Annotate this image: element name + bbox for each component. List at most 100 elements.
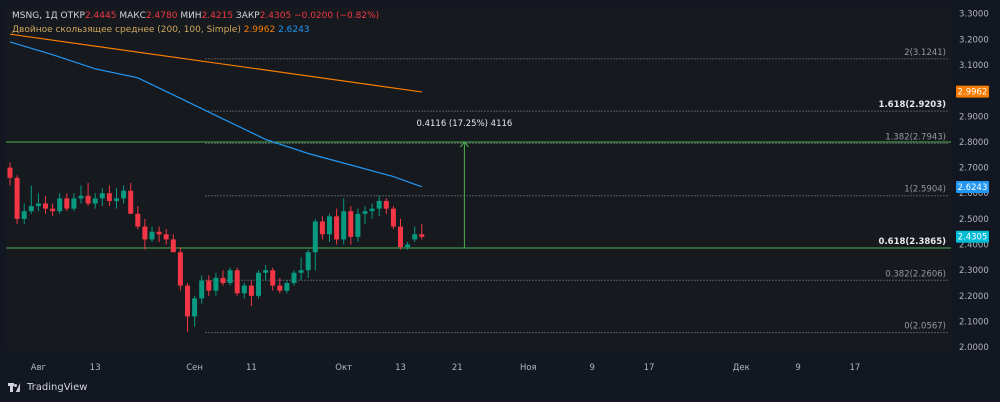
x-tick-label: Окт (335, 363, 352, 373)
low-key: МИН (180, 11, 202, 21)
close-key: ЗАКР (235, 11, 260, 21)
candle-body (21, 211, 27, 219)
y-tick-label: 2.3000 (959, 266, 989, 276)
y-tick-label: 2.0000 (959, 343, 989, 353)
candle-body (241, 285, 247, 294)
candle-body (106, 193, 112, 201)
candle-body (341, 211, 347, 240)
candle-body (199, 280, 205, 299)
candle-body (177, 252, 183, 286)
fib-level-label: 1.618(2.9203) (879, 100, 947, 110)
x-tick-label: 17 (849, 363, 860, 373)
candle-body (305, 252, 311, 271)
candle-body (43, 203, 48, 209)
candle-body (57, 198, 63, 212)
candle-body (220, 277, 226, 284)
y-tick-label: 2.1000 (959, 318, 989, 328)
tradingview-logo[interactable]: TradingView (8, 382, 87, 393)
candle-body (369, 208, 375, 212)
symbol-label[interactable]: MSNG, 1Д (12, 11, 58, 21)
ma200-value: 2.9962 (243, 25, 276, 35)
y-tick-label: 2.7000 (959, 164, 989, 174)
candle-body (248, 285, 254, 296)
candle-body (92, 198, 98, 204)
candle-body (35, 203, 41, 207)
y-tick-label: 3.2000 (959, 35, 989, 45)
x-tick-label: 21 (452, 363, 463, 373)
candle-body (362, 211, 368, 214)
y-tick-label: 2.5000 (959, 215, 989, 225)
y-tick-label: 2.6000 (959, 189, 989, 199)
candle-body (128, 190, 134, 214)
price-badge (956, 181, 989, 194)
ma-indicator-name[interactable]: Двойное скользящее среднее (200, 100, Si… (12, 25, 241, 35)
candle-body (234, 270, 240, 294)
measure-arrowhead (460, 141, 469, 148)
measure-label: 0.4116 (17.25%) 4116 (416, 119, 512, 129)
price-badge (956, 230, 989, 243)
candle-body (348, 211, 354, 237)
candle-body (398, 226, 403, 248)
price-badge (956, 85, 989, 98)
close-value: 2.4305 (259, 11, 292, 21)
candle-body (192, 298, 198, 317)
price-badge-label: 2.6243 (958, 183, 988, 193)
ohlc-legend[interactable]: MSNG, 1Д ОТКР2.4445 МАКС2.4780 МИН2.4215… (12, 11, 379, 21)
candle-body (28, 206, 34, 212)
y-tick-label: 3.3000 (959, 10, 989, 20)
y-tick-label: 2.4000 (959, 241, 989, 251)
x-tick-label: 17 (644, 363, 655, 373)
y-tick-label: 2.8000 (959, 138, 989, 148)
plot-area[interactable] (6, 6, 951, 351)
candle-body (277, 285, 283, 291)
fib-level-label: 1.382(2.7943) (885, 132, 946, 142)
candle-body (206, 280, 212, 291)
x-tick-label: 9 (589, 363, 594, 373)
ma100-value: 2.6243 (278, 25, 310, 35)
x-tick-label: Ноя (520, 363, 537, 373)
brand-name: TradingView (27, 382, 88, 393)
candle-body (7, 167, 13, 178)
x-tick-label: Авг (31, 363, 47, 373)
candle-body (99, 193, 105, 199)
ma100-line (9, 41, 423, 188)
candle-body (376, 200, 382, 209)
change-value: −0.0200 (−0.82%) (294, 11, 380, 21)
candle-body (85, 195, 91, 204)
candle-body (334, 216, 340, 240)
candle-body (14, 177, 20, 219)
candle-body (227, 270, 233, 284)
candle-body (149, 231, 155, 240)
candle-body (50, 208, 56, 212)
y-tick-label: 2.2000 (959, 292, 989, 302)
candle-body (78, 195, 84, 199)
open-key: ОТКР (60, 11, 85, 21)
candle-body (291, 272, 297, 284)
candle-body (383, 200, 389, 209)
price-badge-label: 2.4305 (958, 233, 988, 243)
x-tick-label: 9 (795, 363, 800, 373)
y-tick-label: 3.1000 (959, 61, 989, 71)
candle-body (312, 221, 318, 253)
fib-level-label: 1(2.5904) (904, 185, 946, 195)
candle-body (170, 239, 176, 253)
candle-body (270, 270, 276, 286)
high-key: МАКС (119, 11, 146, 21)
candle-body (114, 198, 119, 201)
candle-body (298, 270, 304, 273)
fib-level-label: 0(2.0567) (904, 322, 946, 332)
fib-level-label: 0.382(2.2606) (885, 269, 946, 279)
low-value: 2.4215 (201, 11, 234, 21)
candle-body (256, 272, 261, 296)
open-value: 2.4445 (84, 11, 117, 21)
candle-body (355, 213, 361, 237)
candle-body (163, 234, 169, 240)
candle-body (142, 226, 148, 240)
tradingview-icon (8, 383, 23, 392)
ma-legend[interactable]: Двойное скользящее среднее (200, 100, Si… (12, 25, 310, 35)
candle-body (319, 221, 325, 235)
candle-body (390, 208, 396, 227)
candle-body (71, 198, 77, 209)
